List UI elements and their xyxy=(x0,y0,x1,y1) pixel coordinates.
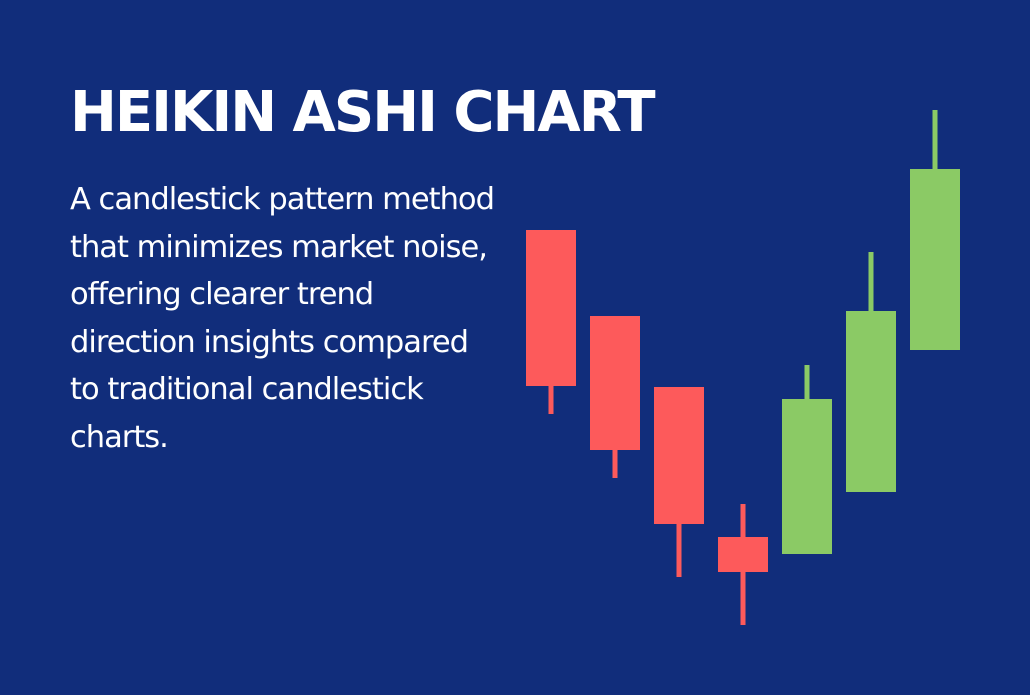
candle-body-7 xyxy=(910,169,960,350)
page-title: HEIKIN ASHI CHART xyxy=(70,80,656,145)
candle-body-4 xyxy=(718,537,768,572)
candle-body-2 xyxy=(590,316,640,450)
candle-body-1 xyxy=(526,230,576,386)
candle-body-6 xyxy=(846,311,896,492)
candle-body-3 xyxy=(654,387,704,524)
candles-group xyxy=(526,110,960,625)
description-text: A candlestick pattern method that minimi… xyxy=(70,182,495,455)
candle-body-5 xyxy=(782,399,832,554)
